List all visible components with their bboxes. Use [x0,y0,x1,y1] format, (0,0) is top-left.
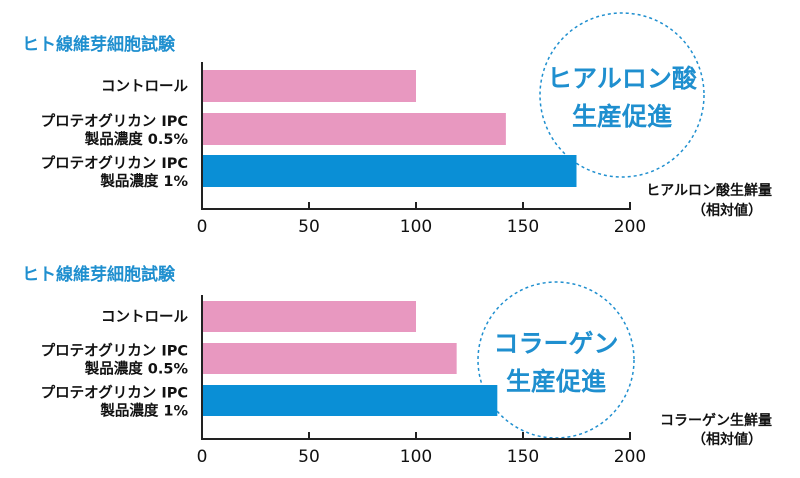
category-label: プロテオグリカン IPC [41,154,188,172]
bar [202,385,498,416]
bar [202,301,416,332]
chart-title: ヒト線維芽細胞試験 [22,34,176,55]
x-tick-label: 50 [298,447,320,467]
category-label: コントロール [101,310,188,326]
x-tick-label: 100 [400,217,432,237]
category-label: 製品濃度 1% [99,172,188,190]
x-tick-label: 150 [507,447,539,467]
x-tick-label: 100 [400,447,432,467]
badge-line-1: ヒアルロン酸 [547,64,698,93]
badge-circle [477,281,635,439]
category-label: プロテオグリカン IPC [41,112,188,130]
x-tick-label: 50 [298,217,320,237]
bar [202,70,416,102]
x-tick-label: 0 [197,447,208,467]
badge-line-2: 生産促進 [572,102,672,131]
category-label: プロテオグリカン IPC [41,384,188,402]
x-tick-label: 200 [614,217,646,237]
category-label: 製品濃度 1% [99,402,188,420]
unit-label-sub: （相対値） [692,431,762,448]
unit-label-sub: （相対値） [692,202,762,219]
bar [202,113,506,145]
badge-line-2: 生産促進 [506,367,606,396]
category-label: 製品濃度 0.5% [84,360,189,378]
bar [202,343,457,374]
x-tick-label: 200 [614,447,646,467]
category-label: コントロール [101,79,188,95]
unit-label: コラーゲン生鮮量 [660,412,772,429]
bar [202,155,577,187]
badge-line-1: コラーゲン [493,329,618,358]
unit-label: ヒアルロン酸生鮮量 [646,182,772,199]
category-label: プロテオグリカン IPC [41,342,188,360]
badge-circle [539,12,705,178]
category-label: 製品濃度 0.5% [84,130,189,148]
x-tick-label: 150 [507,217,539,237]
chart-title: ヒト線維芽細胞試験 [22,264,176,285]
x-tick-label: 0 [197,217,208,237]
